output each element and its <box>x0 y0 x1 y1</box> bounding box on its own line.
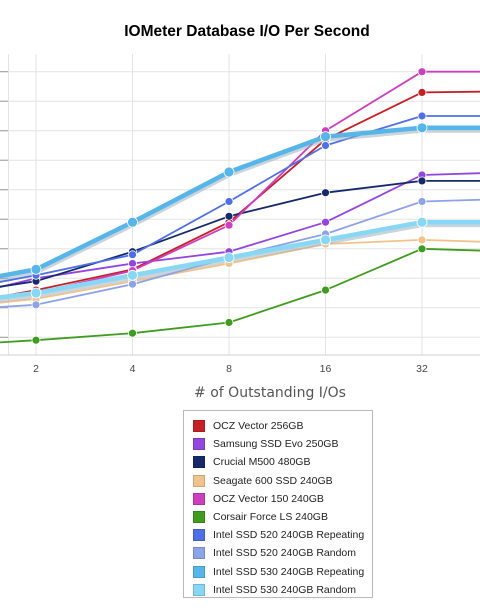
legend-swatch <box>193 547 205 560</box>
data-point-ocz-vector-150-240gb <box>417 67 427 77</box>
data-point-intel-ssd-530-240gb-repeating <box>223 166 235 178</box>
legend-item: Intel SSD 530 240GB Repeating <box>190 563 372 581</box>
series-points <box>30 67 428 345</box>
series-shadow-intel-ssd-530-240gb-repeating <box>0 125 480 282</box>
legend: OCZ Vector 256GB Samsung SSD Evo 250GB Cru… <box>183 410 373 598</box>
legend-item: OCZ Vector 150 240GB <box>190 490 372 508</box>
chart-title: IOMeter Database I/O Per Second <box>124 23 370 40</box>
data-point-intel-ssd-520-240gb-random <box>31 300 41 310</box>
legend-item: Seagate 600 SSD 240GB <box>190 472 372 490</box>
data-point-intel-ssd-530-240gb-repeating <box>416 122 428 134</box>
data-point-intel-ssd-520-240gb-repeating <box>224 197 234 206</box>
legend-item: Intel SSD 520 240GB Repeating <box>190 526 372 544</box>
data-point-intel-ssd-530-240gb-repeating <box>127 216 138 228</box>
data-point-intel-ssd-530-240gb-repeating <box>30 263 42 275</box>
legend-label: OCZ Vector 150 240GB <box>213 492 324 505</box>
legend-label: Seagate 600 SSD 240GB <box>213 474 333 487</box>
data-point-intel-ssd-520-240gb-repeating <box>417 111 427 121</box>
legend-label: Intel SSD 520 240GB Repeating <box>213 529 365 542</box>
series-line-intel-ssd-530-240gb-repeating <box>0 125 480 279</box>
legend-swatch <box>193 438 205 451</box>
data-point-intel-ssd-530-240gb-random <box>30 287 42 299</box>
legend-label: Intel SSD 530 240GB Random <box>213 583 357 596</box>
x-tick-label: 32 <box>416 363 428 375</box>
data-point-corsair-force-ls-240gb <box>224 318 234 327</box>
data-point-ocz-vector-256gb <box>417 88 427 97</box>
series-line-ocz-vector-256gb <box>0 90 480 298</box>
data-point-intel-ssd-530-240gb-random <box>416 216 428 228</box>
series-lines <box>0 70 480 344</box>
data-point-corsair-force-ls-240gb <box>321 285 330 295</box>
data-point-intel-ssd-530-240gb-random <box>320 234 331 246</box>
data-point-samsung-ssd-evo-250gb <box>321 217 330 227</box>
legend-swatch <box>193 420 205 433</box>
data-point-intel-ssd-520-240gb-random <box>417 197 427 206</box>
legend-item: OCZ Vector 256GB <box>190 417 372 435</box>
legend-label: OCZ Vector 256GB <box>213 420 304 433</box>
legend-label: Corsair Force LS 240GB <box>213 511 328 524</box>
data-point-crucial-m500-480gb <box>224 211 234 221</box>
legend-item: Intel SSD 520 240GB Random <box>190 544 372 562</box>
data-point-intel-ssd-520-240gb-repeating <box>128 250 137 260</box>
x-tick-labels: 2 4 8 16 32 <box>33 363 428 375</box>
data-point-intel-ssd-530-240gb-random <box>223 252 235 264</box>
legend-label: Crucial M500 480GB <box>213 456 311 469</box>
legend-swatch <box>193 565 205 578</box>
legend-swatch <box>193 456 205 469</box>
legend-label: Intel SSD 520 240GB Random <box>213 547 357 560</box>
x-tick-label: 2 <box>33 363 39 375</box>
legend-label: Intel SSD 530 240GB Repeating <box>213 565 365 578</box>
data-point-corsair-force-ls-240gb <box>417 244 427 254</box>
data-point-corsair-force-ls-240gb <box>31 335 41 345</box>
data-point-intel-ssd-520-240gb-repeating <box>321 141 330 150</box>
data-point-ocz-vector-150-240gb <box>224 220 234 230</box>
x-axis-label: # of Outstanding I/Os <box>194 385 346 401</box>
series-line-intel-ssd-520-240gb-repeating <box>0 115 480 283</box>
series-shadow-intel-ssd-530-240gb-random <box>0 220 480 303</box>
legend-swatch <box>193 529 205 542</box>
legend-label: Samsung SSD Evo 250GB <box>213 438 339 451</box>
legend-item: Samsung SSD Evo 250GB <box>190 435 372 453</box>
x-tick-label: 16 <box>320 363 332 375</box>
data-point-seagate-600-ssd-240gb <box>417 235 427 245</box>
data-point-intel-ssd-530-240gb-repeating <box>320 131 331 143</box>
data-point-corsair-force-ls-240gb <box>128 328 137 338</box>
data-point-intel-ssd-520-240gb-random <box>128 279 137 289</box>
data-point-crucial-m500-480gb <box>321 188 330 198</box>
legend-swatch <box>193 474 205 487</box>
legend-item: Corsair Force LS 240GB <box>190 508 372 526</box>
data-point-crucial-m500-480gb <box>417 176 427 186</box>
data-point-intel-ssd-530-240gb-random <box>127 269 138 281</box>
legend-item: Intel SSD 530 240GB Random <box>190 581 372 599</box>
legend-swatch <box>193 583 205 596</box>
legend-swatch <box>193 492 205 505</box>
legend-swatch <box>193 511 205 524</box>
x-tick-label: 4 <box>130 363 136 375</box>
x-tick-label: 8 <box>226 363 232 375</box>
legend-item: Crucial M500 480GB <box>190 453 372 471</box>
